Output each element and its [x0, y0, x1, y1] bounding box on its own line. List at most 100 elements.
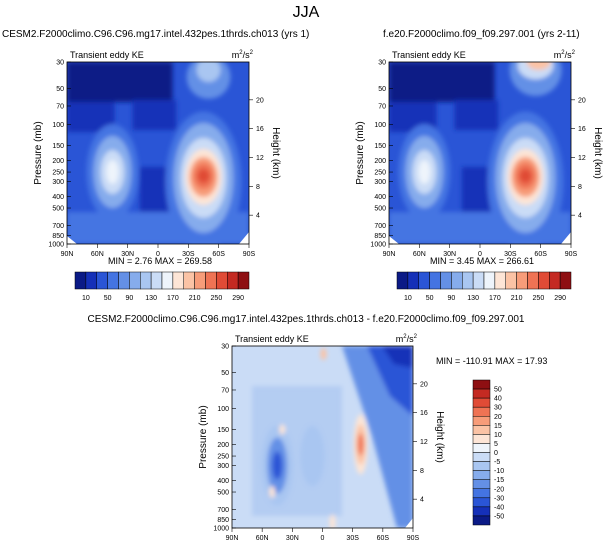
units-part: m [396, 334, 404, 344]
colorbar-swatch [396, 271, 409, 290]
colorbar-swatch [118, 271, 130, 290]
colorbar-label: 0 [494, 450, 498, 457]
colorbar-swatch [85, 271, 97, 290]
terrain-left [389, 236, 399, 244]
field-2 [232, 346, 413, 528]
y-tick-label: 200 [52, 158, 64, 165]
colorbar-swatch [472, 452, 491, 462]
min-max-top-right: MIN = 3.45 MAX = 266.61 [430, 256, 535, 266]
colorbar-label: 130 [467, 295, 479, 302]
sh-strat-core [196, 62, 221, 82]
strat-band [132, 100, 177, 130]
panel-title-bottom: CESM2.F2000climo.C96.C96.mg17.intel.432p… [87, 314, 525, 325]
colorbar-swatch [472, 479, 491, 489]
colorbar-swatch [183, 271, 195, 290]
x-tick-label: 60N [413, 251, 426, 258]
y-tick-label: 150 [52, 143, 64, 150]
colorbar-swatch [472, 497, 491, 508]
colorbar-label: 290 [554, 295, 566, 302]
trop-neg [300, 426, 325, 487]
y2-tick-label: 16 [256, 126, 264, 133]
x-tick-label: 90S [407, 535, 420, 542]
sh-neg-core [382, 346, 413, 368]
y-tick-label: 50 [378, 86, 386, 93]
y-tick-label: 700 [374, 223, 386, 230]
colorbar-label: 40 [494, 396, 502, 403]
nh-neg-core [272, 451, 283, 480]
y2-tick-label: 20 [578, 97, 586, 104]
colorbar-swatch [538, 271, 550, 290]
y2-tick-label: 16 [420, 410, 428, 417]
units-part: / [243, 50, 246, 60]
colorbar-swatch [194, 271, 206, 290]
colorbar-swatch [107, 271, 119, 290]
y-tick-label: 850 [374, 233, 386, 240]
axes-0: 3050701001502002503004005007008501000201… [33, 50, 281, 258]
terrain-right [239, 232, 249, 244]
y-tick-label: 500 [374, 206, 386, 213]
y-tick-label: 850 [52, 233, 64, 240]
units-label: m2/s2 [396, 334, 418, 344]
colorbar-swatch [451, 271, 463, 290]
y-tick-label: 400 [217, 478, 229, 485]
colorbar-label: -40 [494, 504, 504, 511]
field-contours [389, 62, 571, 244]
y-tick-label: 400 [374, 194, 386, 201]
y-tick-label: 1000 [213, 526, 229, 533]
nh-jet-core [418, 160, 431, 185]
y-tick-label: 150 [217, 427, 229, 434]
colorbar-swatch [494, 271, 506, 290]
colorbar-swatch [472, 388, 491, 399]
y-tick-label: 200 [217, 442, 229, 449]
sh-jet-core [519, 169, 532, 184]
sh-pos-core [357, 433, 364, 456]
colorbar-swatch [516, 271, 528, 290]
units-label: m2/s2 [232, 50, 254, 60]
terrain-right [561, 232, 571, 244]
variable-label: Transient eddy KE [70, 50, 144, 60]
colorbar-label: -5 [494, 459, 500, 466]
y2-tick-label: 8 [420, 468, 424, 475]
y-tick-label: 70 [56, 103, 64, 110]
x-tick-label: 60S [534, 251, 547, 258]
colorbar-swatch [237, 271, 250, 290]
field-contours [252, 346, 413, 528]
colorbar-label: 5 [494, 441, 498, 448]
axes-2: 3050701001502002503004005007008501000201… [198, 334, 445, 542]
figure-title: JJA [292, 4, 320, 21]
colorbar-swatch [429, 271, 441, 290]
colorbar-label: 290 [232, 295, 244, 302]
y2-axis-title: Height (km) [592, 127, 603, 179]
y-tick-label: 70 [221, 387, 229, 394]
colorbar-swatch [140, 271, 152, 290]
y2-tick-label: 8 [578, 184, 582, 191]
y2-axis-title: Height (km) [434, 411, 445, 463]
colorbar-swatch [472, 506, 491, 517]
colorbar-swatch [483, 271, 496, 290]
y-tick-label: 100 [374, 122, 386, 129]
field-contours [67, 62, 249, 244]
colorbar-swatch [172, 271, 184, 290]
y2-tick-label: 4 [256, 213, 260, 220]
colorbar-swatch [74, 271, 87, 290]
colorbar-swatch [472, 488, 491, 499]
y-tick-label: 1000 [370, 242, 386, 249]
colorbar-swatch [472, 397, 491, 408]
field-0 [67, 62, 249, 244]
colorbar-top-left: 10 50 90 130 170 210 250 290 [74, 271, 250, 302]
y-tick-label: 250 [217, 454, 229, 461]
units-part: m [232, 50, 240, 60]
colorbar-swatch [472, 434, 491, 444]
pos-speck-1 [320, 348, 327, 361]
y-tick-label: 850 [217, 517, 229, 524]
y2-tick-label: 12 [420, 439, 428, 446]
colorbar-swatch [418, 271, 430, 290]
variable-label: Transient eddy KE [392, 50, 466, 60]
colorbar-label: -15 [494, 477, 504, 484]
colorbar-label: 15 [494, 423, 502, 430]
y2-tick-label: 8 [256, 184, 260, 191]
y-tick-label: 200 [374, 158, 386, 165]
colorbar-swatch [472, 515, 491, 526]
